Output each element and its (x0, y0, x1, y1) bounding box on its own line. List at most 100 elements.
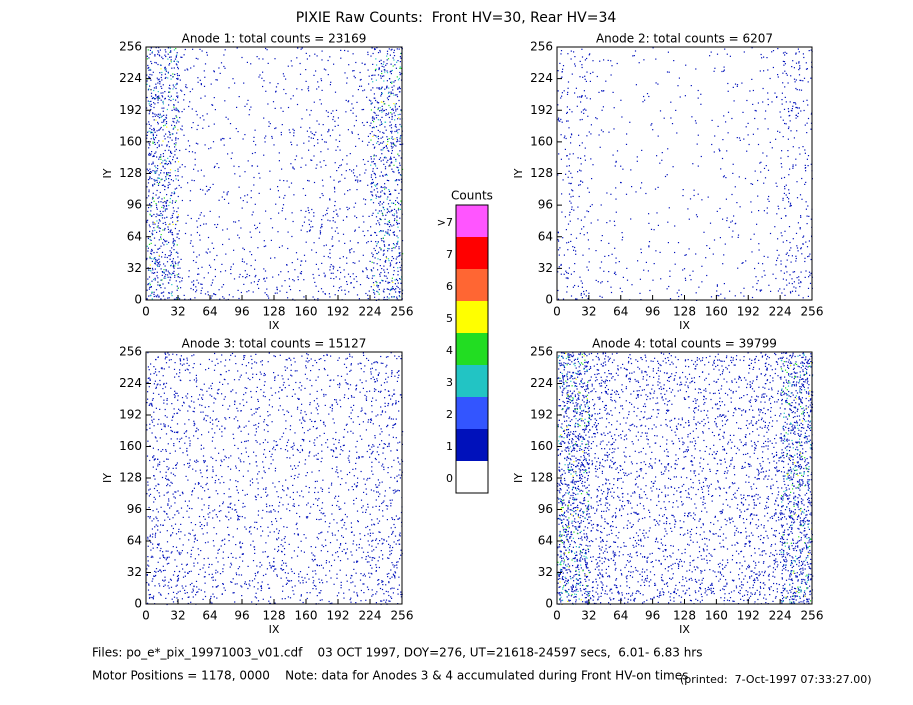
count-pixel (227, 466, 229, 468)
count-pixel (780, 116, 782, 118)
count-pixel (384, 186, 386, 188)
count-pixel (313, 455, 315, 457)
count-pixel (783, 108, 786, 110)
count-pixel (599, 146, 601, 148)
count-pixel (394, 375, 396, 377)
count-pixel (270, 456, 272, 458)
count-pixel (152, 97, 154, 99)
count-pixel (808, 240, 810, 242)
count-pixel (173, 86, 175, 88)
count-pixel (384, 168, 387, 170)
count-pixel (314, 439, 316, 441)
count-pixel (214, 224, 216, 226)
count-pixel (260, 361, 262, 363)
count-pixel (165, 202, 167, 204)
count-pixel (149, 53, 151, 55)
count-pixel (321, 262, 323, 264)
count-pixel (155, 386, 157, 388)
count-pixel (720, 168, 722, 170)
x-tick-label: 224 (769, 305, 792, 319)
count-pixel (175, 142, 177, 144)
count-pixel (149, 85, 151, 87)
count-pixel (395, 180, 397, 182)
count-pixel (564, 148, 566, 150)
count-pixel (205, 420, 207, 422)
count-pixel (621, 239, 623, 241)
count-pixel (179, 117, 181, 119)
count-pixel (626, 267, 628, 269)
count-pixel (290, 98, 292, 100)
count-pixel (382, 141, 385, 143)
count-pixel (380, 230, 382, 232)
count-pixel (380, 59, 382, 61)
count-pixel (164, 189, 166, 191)
count-pixel (149, 213, 151, 215)
count-pixel (223, 65, 225, 68)
count-pixel (176, 462, 178, 464)
count-pixel (298, 387, 300, 389)
count-pixel (386, 381, 388, 383)
count-pixel (165, 69, 167, 71)
count-pixel (189, 440, 191, 442)
count-pixel (149, 168, 151, 170)
count-pixel (176, 108, 179, 110)
count-pixel (705, 257, 707, 259)
count-pixel (372, 81, 374, 83)
count-pixel (391, 466, 393, 468)
count-pixel (219, 72, 221, 74)
count-pixel (767, 104, 769, 106)
count-pixel (169, 161, 172, 163)
count-pixel (193, 422, 195, 424)
count-pixel (201, 50, 203, 52)
count-pixel (381, 230, 383, 232)
count-pixel (574, 284, 576, 287)
count-pixel (397, 118, 399, 120)
count-pixel (580, 170, 582, 172)
count-pixel (361, 438, 363, 440)
count-pixel (581, 297, 583, 299)
count-pixel (201, 389, 203, 391)
count-pixel (148, 243, 151, 245)
count-pixel (361, 409, 363, 411)
count-pixel (312, 503, 315, 505)
count-pixel (385, 231, 387, 233)
count-pixel (636, 160, 638, 162)
count-pixel (387, 402, 389, 405)
count-pixel (373, 445, 375, 447)
count-pixel (601, 281, 603, 283)
count-pixel (203, 119, 205, 121)
count-pixel (166, 200, 168, 202)
count-pixel (384, 411, 387, 413)
count-pixel (262, 71, 264, 73)
count-pixel (346, 473, 348, 476)
count-pixel (568, 193, 571, 195)
count-pixel (337, 269, 339, 272)
count-pixel (741, 82, 743, 84)
count-pixel (783, 288, 785, 290)
count-pixel (335, 149, 337, 151)
count-pixel (373, 154, 375, 156)
count-pixel (793, 137, 795, 139)
count-pixel (684, 95, 686, 97)
count-pixel (797, 250, 799, 252)
count-pixel (154, 172, 156, 174)
count-pixel (352, 489, 354, 491)
count-pixel (188, 151, 190, 153)
count-pixel (292, 128, 294, 130)
count-pixel (384, 183, 386, 185)
count-pixel (176, 220, 178, 223)
count-pixel (400, 67, 402, 69)
count-pixel (291, 468, 294, 470)
count-pixel (242, 489, 244, 491)
count-pixel (392, 146, 394, 148)
count-pixel (167, 458, 169, 460)
count-pixel (337, 476, 339, 478)
count-pixel (150, 60, 152, 63)
count-pixel (194, 158, 196, 160)
count-pixel (685, 254, 687, 256)
count-pixel (388, 116, 390, 119)
count-pixel (396, 475, 398, 477)
count-pixel (723, 69, 725, 71)
count-pixel (367, 160, 369, 162)
count-pixel (317, 458, 319, 460)
